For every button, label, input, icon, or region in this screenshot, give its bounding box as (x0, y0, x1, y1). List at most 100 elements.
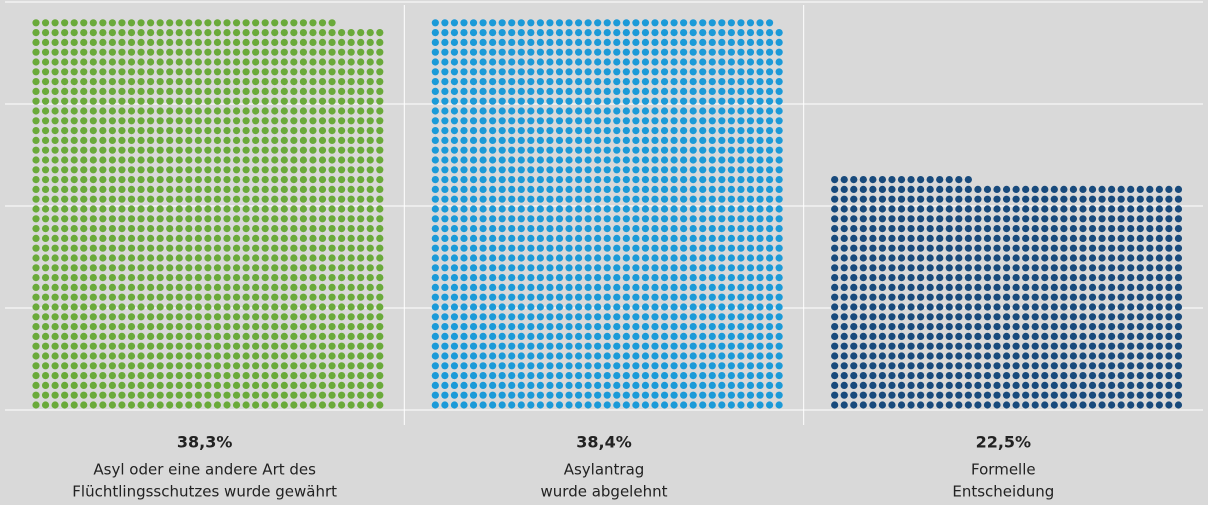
dot (632, 28, 640, 37)
dot (137, 362, 145, 370)
dot (527, 352, 535, 360)
dot (1155, 293, 1163, 301)
dot (689, 283, 697, 291)
dot (603, 19, 611, 27)
dot (727, 401, 735, 409)
dot (756, 127, 764, 135)
dot (555, 107, 564, 115)
dot (1088, 254, 1097, 262)
dot (859, 323, 867, 331)
dot (680, 352, 688, 360)
dot (80, 303, 88, 311)
dot (108, 48, 116, 56)
dot (536, 381, 544, 389)
dot (460, 87, 468, 95)
dot (223, 68, 231, 76)
dot (964, 176, 972, 184)
dot (565, 68, 573, 76)
dot (831, 332, 839, 340)
dot (859, 225, 867, 233)
dot (859, 195, 867, 203)
dot (51, 107, 59, 115)
dot (594, 381, 602, 389)
dot (1088, 195, 1097, 203)
dot (689, 401, 697, 409)
dot (670, 264, 678, 272)
dot (651, 166, 659, 174)
dot (993, 391, 1001, 399)
dot (622, 48, 630, 56)
dot (431, 254, 439, 262)
dot (699, 87, 707, 95)
dot (746, 19, 755, 27)
dot (878, 283, 887, 291)
dot (99, 146, 107, 154)
dot (840, 352, 848, 360)
dot (376, 234, 384, 242)
dot (1079, 372, 1087, 380)
dot (632, 283, 640, 291)
dot (508, 117, 516, 125)
dot (584, 176, 592, 184)
dot (108, 254, 116, 262)
dot (261, 19, 269, 27)
dot (746, 136, 755, 144)
dot (983, 254, 992, 262)
dot (1060, 215, 1068, 223)
dot (89, 185, 97, 193)
dot (318, 38, 327, 47)
dot (565, 342, 573, 350)
dot (41, 156, 50, 164)
dot (299, 254, 307, 262)
dot (555, 38, 564, 47)
dot (527, 264, 535, 272)
dot (41, 274, 50, 282)
dot (489, 78, 497, 86)
dot (517, 313, 525, 321)
dot (80, 68, 88, 76)
dot (338, 185, 346, 193)
dot (1050, 372, 1058, 380)
dot (108, 117, 116, 125)
dot (213, 293, 222, 301)
dot (926, 332, 934, 340)
dot (565, 352, 573, 360)
dot (850, 205, 858, 213)
dot (1069, 381, 1078, 389)
dot (366, 372, 374, 380)
dot (565, 107, 573, 115)
dot (775, 185, 783, 193)
dot (1031, 362, 1039, 370)
dot (756, 48, 764, 56)
dot (290, 117, 298, 125)
dot (489, 264, 497, 272)
dot (1098, 401, 1106, 409)
dot (1108, 401, 1116, 409)
dot (756, 38, 764, 47)
dot (89, 117, 97, 125)
dot (508, 215, 516, 223)
dot (261, 254, 269, 262)
dot (670, 372, 678, 380)
dot (450, 303, 459, 311)
dot (70, 303, 78, 311)
dot (660, 225, 669, 233)
dot (527, 166, 535, 174)
dot (460, 146, 468, 154)
dot (299, 362, 307, 370)
dot (1031, 274, 1039, 282)
dot (527, 127, 535, 135)
dot (983, 195, 992, 203)
dot (831, 215, 839, 223)
dot (1060, 283, 1068, 291)
dot (1088, 313, 1097, 321)
dot (347, 234, 355, 242)
dot (357, 274, 365, 282)
dot (1031, 332, 1039, 340)
dot (271, 117, 279, 125)
dot (328, 225, 336, 233)
dot (498, 381, 506, 389)
dot (108, 303, 116, 311)
dot (357, 195, 365, 203)
dot (137, 234, 145, 242)
